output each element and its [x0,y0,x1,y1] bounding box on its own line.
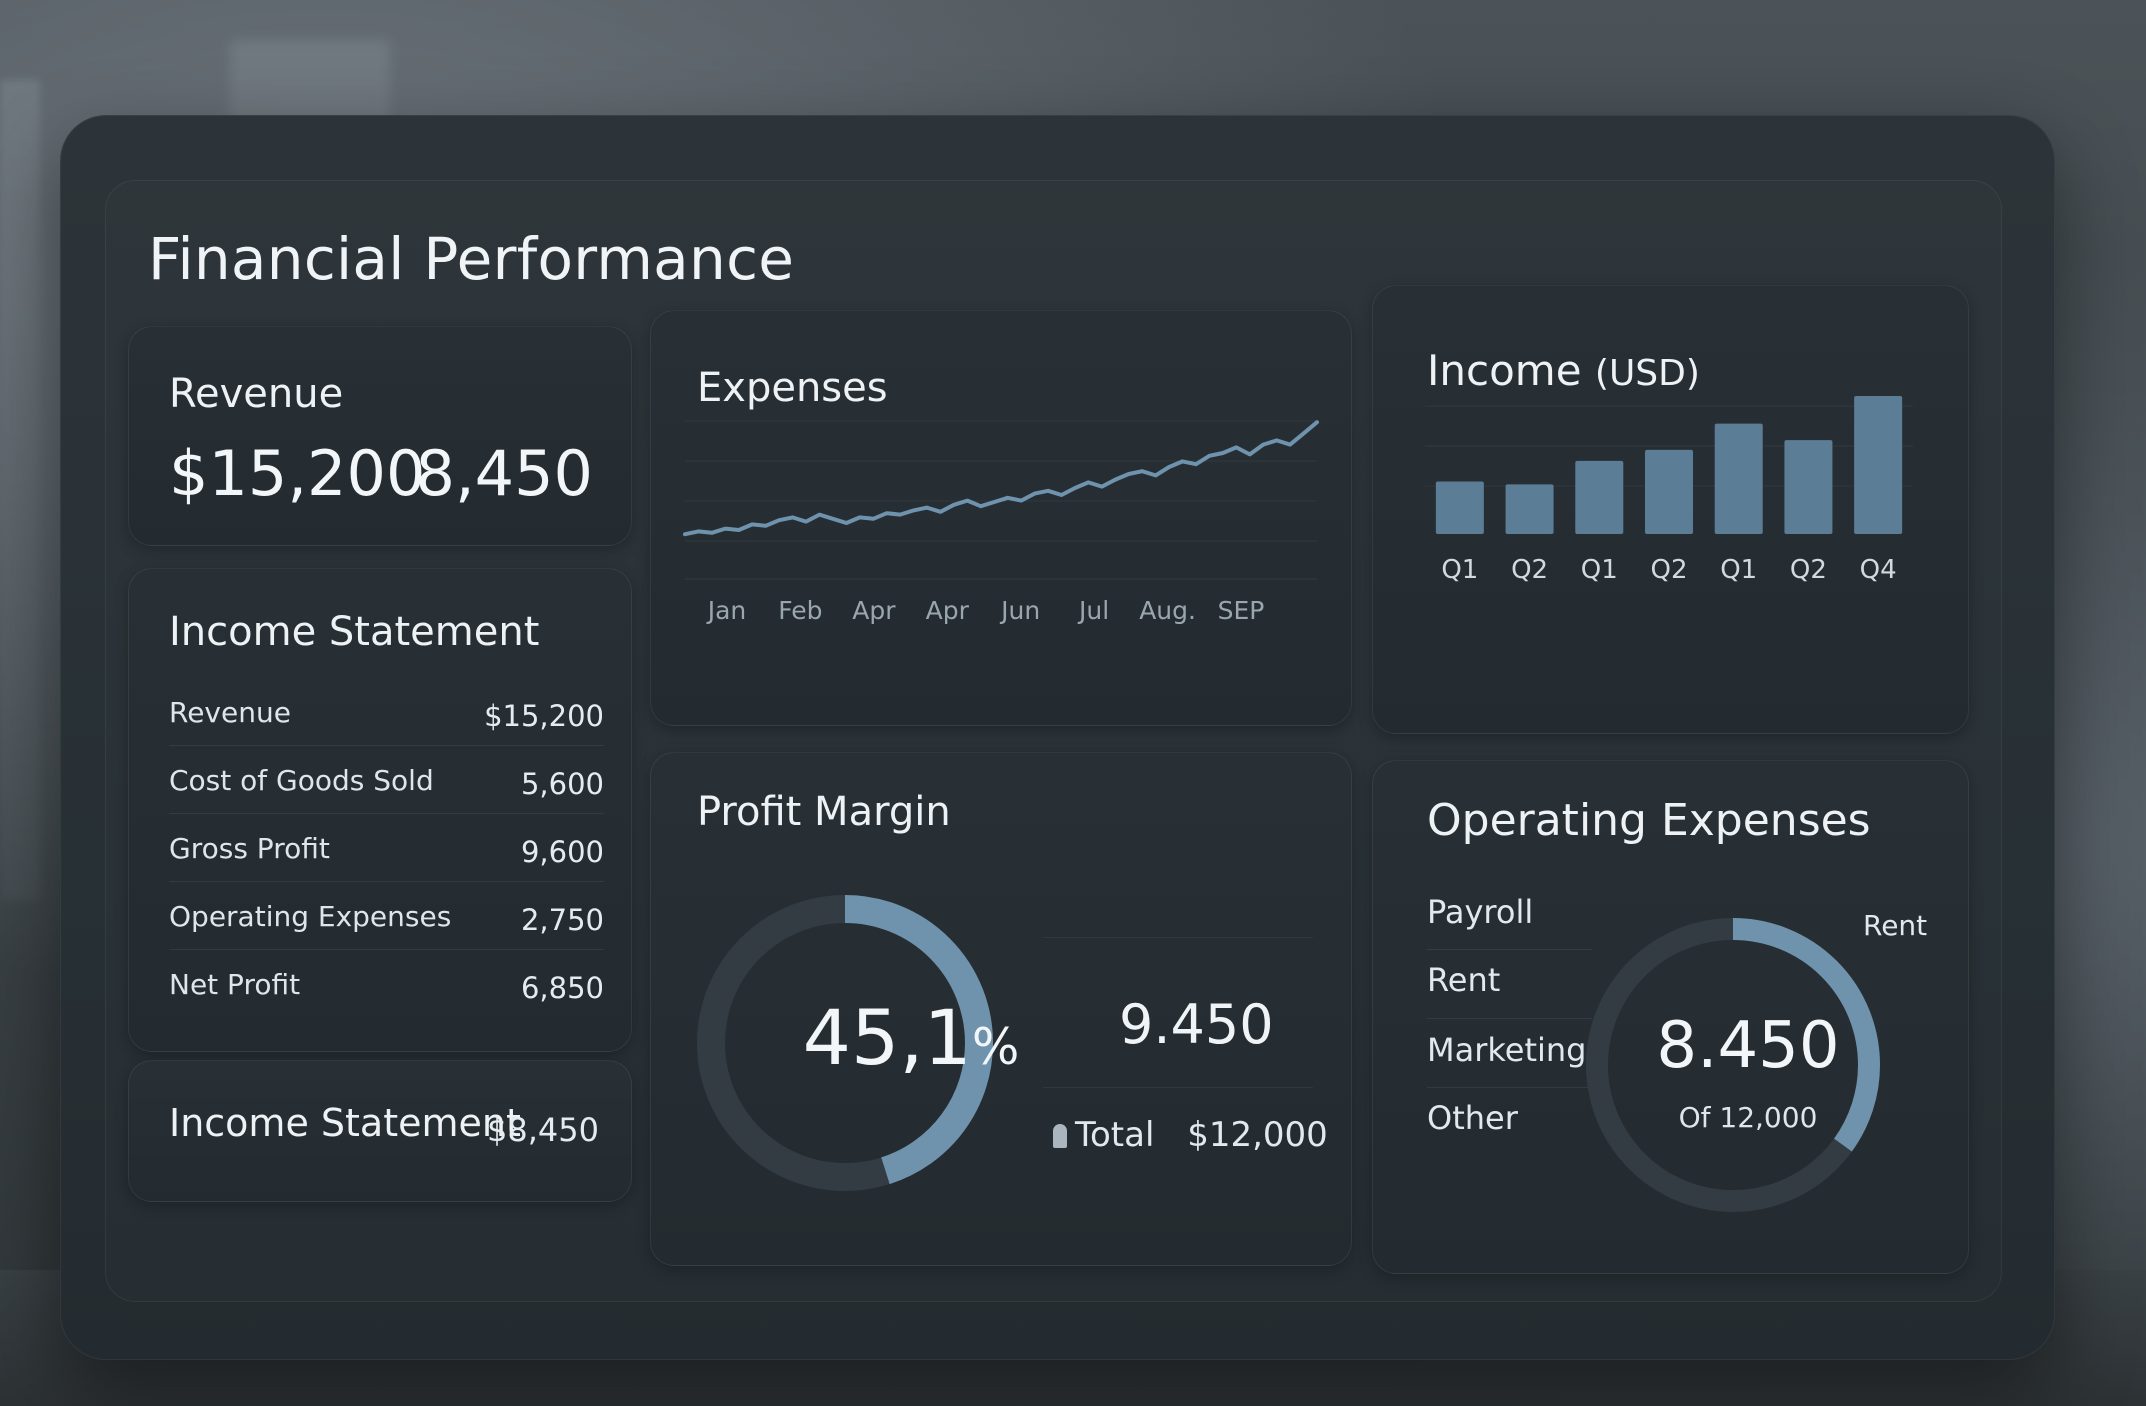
total-icon [1053,1124,1067,1148]
income-title-unit: (USD) [1594,353,1700,394]
income-statement-card[interactable]: Income Statement Revenue $15,200 Cost of… [128,568,632,1052]
revenue-card[interactable]: Revenue $15,200 8,450 [128,326,632,546]
income-row-value: 9,600 [520,835,604,869]
income-summary-title: Income Statement [169,1101,521,1145]
income-bar [1784,440,1833,534]
income-row: Revenue $15,200 [169,677,604,746]
expenses-x-tick: Apr [852,596,896,625]
opex-legend-divider [1427,1018,1592,1019]
profit-donut-fill [697,895,993,1191]
opex-legend-item: Rent [1427,961,1501,999]
income-row-value: 2,750 [520,903,604,937]
income-row-value: 5,600 [520,767,604,801]
income-bar [1714,423,1763,534]
income-title: Income (USD) [1427,346,1700,395]
background-window-edge [0,80,40,900]
profit-margin-card[interactable]: Profit Margin 45,1% 9.450 Total $12,000 [650,752,1352,1266]
income-row-value: 6,850 [520,971,604,1005]
opex-center-sub: Of 12,000 [1678,1101,1818,1134]
income-row: Net Profit 6,850 [169,949,604,1017]
income-summary-value: $8,450 [487,1111,599,1149]
income-bar [1645,449,1693,534]
opex-center-value: 8.450 [1656,1009,1840,1083]
expenses-x-tick: Feb [778,596,822,625]
revenue-secondary-value: 8,450 [415,437,594,510]
opex-donut [1586,918,1880,1212]
opex-legend-item: Marketing [1427,1031,1587,1069]
expenses-x-tick: Aug. [1139,596,1196,625]
profit-margin-donut [697,895,993,1191]
income-x-tick: Q2 [1790,555,1827,585]
expenses-line-chart: Jan Feb Apr Apr Jun Jul Aug. SEP [683,420,1319,625]
income-row-label: Net Profit [169,968,301,1001]
total-row: Total $12,000 [1053,1115,1328,1155]
income-summary-card[interactable]: Income Statement $8,450 [128,1060,632,1202]
income-chart-card[interactable]: Income (USD) Q1 Q2 Q1 Q2 Q1 Q2 Q4 [1372,285,1969,734]
income-row-label: Operating Expenses [169,900,452,933]
opex-legend-divider [1427,949,1592,950]
income-bar [1505,484,1554,534]
profit-margin-title: Profit Margin [697,789,951,835]
income-bar [1575,460,1624,534]
revenue-card-title: Revenue [169,371,344,417]
income-bar [1854,396,1903,534]
profit-divider [1043,1087,1313,1088]
income-x-tick: Q1 [1441,555,1478,585]
income-x-tick: Q2 [1511,555,1548,585]
income-statement-title: Income Statement [169,609,540,655]
income-x-tick: Q2 [1650,555,1687,585]
income-row-label: Gross Profit [169,832,330,865]
profit-divider [1043,937,1313,938]
revenue-amount: $15,200 [169,437,426,510]
total-label: Total [1075,1115,1155,1155]
expenses-x-tick: SEP [1218,596,1265,625]
expenses-x-tick: Jan [706,596,747,625]
income-bar-chart: Q1 Q2 Q1 Q2 Q1 Q2 Q4 [1425,396,1913,585]
dashboard-inner-frame [105,180,2002,1302]
income-row: Cost of Goods Sold 5,600 [169,745,604,814]
operating-expenses-title: Operating Expenses [1427,795,1871,846]
income-row-value: $15,200 [484,699,604,733]
opex-ring-label: Rent [1863,909,1928,942]
income-row: Gross Profit 9,600 [169,813,604,882]
expenses-x-tick: Jun [999,596,1040,625]
expenses-x-tick: Apr [926,596,970,625]
income-row: Operating Expenses 2,750 [169,881,604,950]
total-value: $12,000 [1187,1115,1328,1155]
operating-expenses-card[interactable]: Operating Expenses Payroll Rent Marketin… [1372,760,1969,1274]
income-x-tick: Q1 [1581,555,1618,585]
income-row-label: Cost of Goods Sold [169,764,434,797]
profit-margin-percent-sign: % [971,1018,1020,1076]
income-bar [1435,481,1484,534]
dashboard-title: Financial Performance [148,225,795,293]
income-x-tick: Q4 [1860,555,1897,585]
expenses-line [683,420,1319,537]
profit-margin-percent-value: 45,1 [802,993,972,1082]
expenses-title: Expenses [697,365,888,411]
opex-legend-item: Payroll [1427,893,1534,931]
opex-legend-divider [1427,1087,1592,1088]
expenses-x-tick: Jul [1077,596,1109,625]
expenses-chart-card[interactable]: Expenses Jan Feb Apr Apr Jun Jul Aug. SEP [650,310,1352,726]
profit-margin-value: 9.450 [1119,993,1274,1056]
opex-donut-fill [1586,918,1880,1212]
opex-legend: Payroll Rent Marketing Other [1427,893,1597,1193]
profit-margin-percent: 45,1% [761,993,1061,1082]
income-x-tick: Q1 [1720,555,1757,585]
income-title-text: Income [1427,346,1582,395]
income-row-label: Revenue [169,696,291,729]
opex-legend-item: Other [1427,1099,1518,1137]
